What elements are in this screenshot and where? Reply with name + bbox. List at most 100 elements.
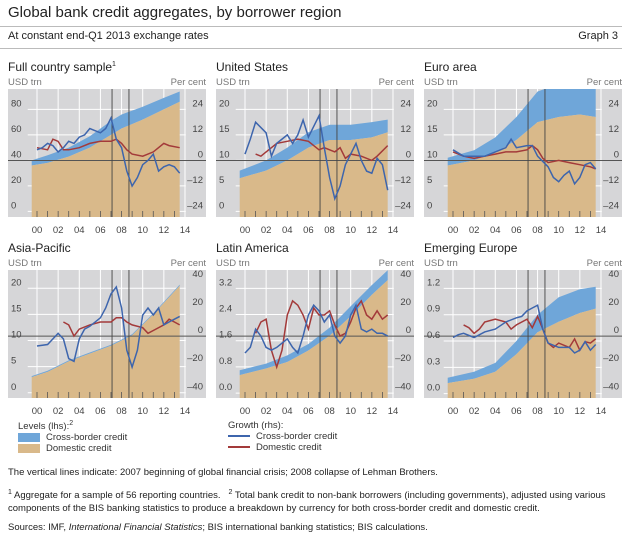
x-tick-label: 10 (137, 225, 148, 236)
footnote-mark: 2 (228, 489, 233, 496)
left-tick-label: 20 (11, 277, 22, 288)
x-tick-label: 14 (596, 406, 607, 417)
x-tick-label: 00 (32, 406, 43, 417)
x-tick-label: 12 (159, 225, 170, 236)
left-tick-label: 0.3 (427, 356, 440, 367)
panel-title: United States (216, 60, 288, 74)
x-tick-label: 08 (116, 406, 127, 417)
x-tick-label: 12 (367, 225, 378, 236)
right-tick-label: –12 (395, 175, 411, 186)
chart-panel: Emerging Europe USD trn Per cent 0.0 0.3 0.… (424, 241, 622, 421)
cross-border-growth-line (452, 304, 597, 354)
left-tick-label: 15 (427, 124, 438, 135)
panel-title: Latin America (216, 241, 289, 255)
plot-area: 0.0 0.3 0.6 0.9 1.2 –40 –20 0 20 40 00 02 04 06 08 10 12… (424, 270, 622, 417)
right-tick-label: 20 (192, 297, 203, 308)
footnote-mark: 2 (69, 420, 74, 427)
right-tick-label: 12 (400, 124, 411, 135)
x-tick-label: 10 (345, 225, 356, 236)
right-tick-label: 0 (198, 325, 203, 336)
x-tick-label: 14 (180, 225, 191, 236)
cross-border-growth-line (244, 303, 389, 355)
x-tick-label: 08 (116, 225, 127, 236)
x-tick-label: 08 (324, 225, 335, 236)
x-tick-label: 14 (596, 225, 607, 236)
x-tick-label: 12 (575, 406, 586, 417)
right-tick-label: –40 (603, 381, 619, 392)
left-tick-label: 0 (427, 200, 432, 211)
legend-item: Domestic credit (46, 443, 112, 455)
panel-title: Emerging Europe (424, 241, 517, 255)
figure-subtitle: At constant end-Q1 2013 exchange rates (8, 30, 209, 42)
x-tick-label: 10 (553, 225, 564, 236)
graph-number: Graph 3 (578, 30, 618, 42)
right-tick-label: 24 (400, 98, 411, 109)
right-tick-label: –20 (603, 353, 619, 364)
x-tick-label: 04 (282, 406, 293, 417)
sources-prefix: Sources: IMF, (8, 522, 69, 533)
panel-title-text: Emerging Europe (424, 241, 518, 255)
right-tick-label: 40 (608, 270, 619, 280)
chart-panel: Euro area USD trn Per cent 0 5 10 15 20 –24 –12… (424, 60, 622, 240)
left-tick-label: 10 (427, 149, 438, 160)
right-tick-label: 12 (608, 124, 619, 135)
x-tick-label: 10 (553, 406, 564, 417)
right-tick-label: 0 (614, 325, 619, 336)
plot-area: 0 5 10 15 20 –24 –12 0 12 24 00 02 04 06 08 10 12 14 (424, 89, 622, 236)
left-tick-label: 0.6 (427, 330, 440, 341)
left-axis-unit: USD trn (216, 258, 250, 269)
right-tick-label: –24 (395, 200, 411, 211)
x-tick-label: 00 (240, 225, 251, 236)
right-tick-label: 20 (400, 297, 411, 308)
sources-rest: ; BIS international banking statistics; … (202, 522, 428, 533)
left-tick-label: 15 (11, 303, 22, 314)
right-tick-label: –12 (603, 175, 619, 186)
right-tick-label: 12 (192, 124, 203, 135)
left-tick-label: 0.0 (427, 383, 440, 394)
x-tick-label: 06 (95, 225, 106, 236)
right-axis-unit: Per cent (170, 258, 206, 269)
right-tick-label: –12 (187, 175, 203, 186)
left-tick-label: 80 (11, 98, 22, 109)
legend-growth-title: Growth (rhs): (228, 420, 284, 431)
chart-panel: Latin America USD trn Per cent 0.0 0.8 1.6 2… (216, 241, 414, 421)
right-tick-label: –20 (187, 353, 203, 364)
x-tick-label: 06 (303, 225, 314, 236)
x-tick-label: 08 (532, 225, 543, 236)
left-tick-label: 60 (11, 124, 22, 135)
right-tick-label: –40 (187, 381, 203, 392)
x-tick-label: 08 (532, 406, 543, 417)
x-tick-label: 12 (367, 406, 378, 417)
chart-panel: Full country sample1 USD trn Per cent 0 20… (8, 60, 206, 240)
right-axis-unit: Per cent (378, 258, 414, 269)
right-tick-label: 0 (614, 149, 619, 160)
plot-area: 0.0 0.8 1.6 2.4 3.2 –40 –20 0 20 40 00 02 04 06 08 10 12… (216, 270, 414, 417)
panel-title-text: Full country sample (8, 60, 113, 74)
x-tick-label: 00 (240, 406, 251, 417)
left-tick-label: 1.2 (427, 277, 440, 288)
left-tick-label: 10 (11, 330, 22, 341)
x-tick-label: 04 (74, 225, 85, 236)
left-axis-unit: USD trn (8, 77, 42, 88)
x-tick-label: 06 (511, 406, 522, 417)
right-axis-unit: Per cent (586, 77, 622, 88)
domestic-level-area (31, 101, 180, 217)
plot-area: 0 5 10 15 20 –24 –12 0 12 24 00 02 04 06 08 10 12 14 (216, 89, 414, 236)
right-tick-label: 40 (400, 270, 411, 280)
x-tick-label: 14 (388, 225, 399, 236)
x-tick-label: 08 (324, 406, 335, 417)
legend-levels: Levels (lhs):2 Cross-border credit Domes… (18, 420, 127, 454)
left-tick-label: 40 (11, 149, 22, 160)
left-tick-label: 0 (11, 200, 16, 211)
domestic-growth-line (36, 138, 180, 157)
left-tick-label: 0 (11, 382, 16, 393)
domestic-level-area (447, 308, 596, 398)
footnote-mark: 1 (8, 489, 12, 496)
cross-border-level-area (239, 119, 388, 179)
left-tick-label: 20 (11, 175, 22, 186)
left-tick-label: 10 (219, 149, 230, 160)
panel-title-text: Asia-Pacific (8, 241, 71, 255)
x-tick-label: 06 (95, 406, 106, 417)
legend-item: Domestic credit (256, 442, 322, 453)
footnote-1: Aggregate for a sample of 56 reporting c… (14, 490, 221, 502)
